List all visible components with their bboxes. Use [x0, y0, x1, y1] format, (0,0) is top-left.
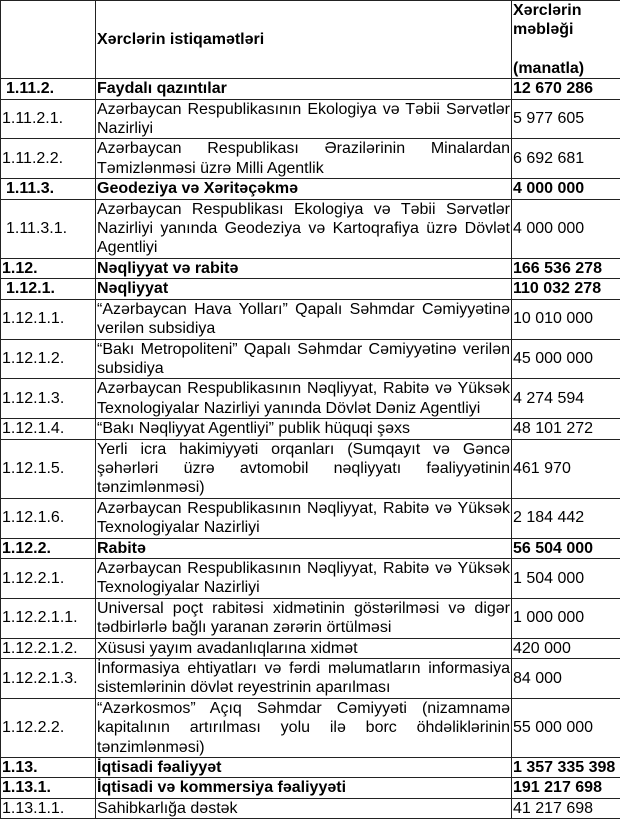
- row-code: 1.12.2.1.2.: [0, 637, 96, 660]
- table-row: 1.11.3. Geodeziya və Xəritəçəkmə 4 000 000: [0, 178, 620, 200]
- table-row: 1.11.3.1. Azərbaycan Respublikası Ekologi…: [0, 198, 620, 259]
- table-row: 1.12.1.1. “Azərbaycan Hava Yolları” Qapal…: [0, 298, 620, 340]
- table-row: 1.12.1.6. Azərbaycan Respublikasının Nəql…: [0, 497, 620, 539]
- table-row: 1.11.2.2. Azərbaycan Respublikası Ərazilə…: [0, 138, 620, 180]
- table-row: 1.11.2. Faydalı qazıntılar 12 670 286: [0, 78, 620, 100]
- row-amount: 420 000: [511, 637, 620, 660]
- row-label: “Azərkosmos” Açıq Səhmdar Cəmiyyəti (niz…: [95, 697, 512, 759]
- row-code: 1.11.3.: [0, 178, 96, 200]
- row-label: Xüsusi yayım avadanlıqlarına xidmət: [95, 637, 512, 660]
- row-amount: 10 010 000: [511, 298, 620, 340]
- row-amount: 191 217 698: [511, 777, 620, 799]
- row-code: 1.12.1.4.: [0, 418, 96, 440]
- row-label: “Bakı Metropoliteni” Qapalı Səhmdar Cəmi…: [95, 338, 512, 380]
- row-label: İqtisadi və kommersiya fəaliyyəti: [95, 777, 512, 799]
- row-amount: 55 000 000: [511, 697, 620, 759]
- table-row: 1.12.1.4. “Bakı Nəqliyyat Agentliyi” publ…: [0, 418, 620, 440]
- table-row: 1.12.2.1.1. Universal poçt rabitəsi xidmə…: [0, 597, 620, 639]
- header-amount-line1: Xərclərin: [513, 2, 582, 19]
- row-amount: 4 000 000: [511, 198, 620, 259]
- row-amount: 5 977 605: [511, 98, 620, 140]
- row-code: 1.12.1.3.: [0, 378, 96, 420]
- row-amount: 6 692 681: [511, 138, 620, 180]
- table-row: 1.11.2.1. Azərbaycan Respublikasının Ekol…: [0, 98, 620, 140]
- row-code: 1.12.2.1.3.: [0, 658, 96, 699]
- row-label: Sahibkarlığa dəstək: [95, 797, 512, 820]
- table-row: 1.12. Nəqliyyat və rabitə 166 536 278: [0, 257, 620, 280]
- row-amount: 4 274 594: [511, 378, 620, 420]
- row-label: Azərbaycan Respublikası Ərazilərinin Min…: [95, 138, 512, 180]
- header-code: [0, 0, 96, 80]
- row-label: Azərbaycan Respublikası Ekologiya və Təb…: [95, 198, 512, 259]
- row-label: Rabitə: [95, 537, 512, 559]
- header-label: Xərclərin istiqamətləri: [95, 0, 512, 80]
- row-code: 1.12.2.1.1.: [0, 597, 96, 639]
- row-amount: 166 536 278: [511, 257, 620, 280]
- row-amount: 1 357 335 398: [511, 757, 620, 779]
- row-code: 1.11.3.1.: [0, 198, 96, 259]
- row-amount: 1 000 000: [511, 597, 620, 639]
- row-label: Universal poçt rabitəsi xidmətinin göstə…: [95, 597, 512, 639]
- table-row: 1.13. İqtisadi fəaliyyət 1 357 335 398: [0, 757, 620, 779]
- row-amount: 461 970: [511, 438, 620, 499]
- row-amount: 45 000 000: [511, 338, 620, 380]
- row-code: 1.13.: [0, 757, 96, 779]
- row-code: 1.12.1.2.: [0, 338, 96, 380]
- row-amount: 56 504 000: [511, 537, 620, 559]
- table-row: 1.12.1.5. Yerli icra hakimiyyəti orqanlar…: [0, 438, 620, 499]
- row-label: İqtisadi fəaliyyət: [95, 757, 512, 779]
- row-amount: 2 184 442: [511, 497, 620, 539]
- table-row: 1.12.1.2. “Bakı Metropoliteni” Qapalı Səh…: [0, 338, 620, 380]
- header-amount-line3: (manatla): [513, 59, 585, 77]
- row-label: Nəqliyyat: [95, 278, 512, 300]
- header-amount: Xərclərin məbləği (manatla): [511, 0, 620, 80]
- row-code: 1.12.2.2.: [0, 697, 96, 759]
- table-row: 1.12.1. Nəqliyyat 110 032 278: [0, 278, 620, 300]
- table-body: 1.11.2. Faydalı qazıntılar 12 670 286 1.11.…: [0, 78, 620, 820]
- table-row: 1.12.2.1. Azərbaycan Respublikasının Nəql…: [0, 557, 620, 599]
- table-row: 1.12.2.2. “Azərkosmos” Açıq Səhmdar Cəmiy…: [0, 697, 620, 759]
- row-label: Azərbaycan Respublikasının Nəqliyyat, Ra…: [95, 378, 512, 420]
- table-header-row: Xərclərin istiqamətləri Xərclərin məbləğ…: [0, 0, 620, 80]
- row-code: 1.13.1.1.: [0, 797, 96, 820]
- row-code: 1.12.1.5.: [0, 438, 96, 499]
- row-label: Yerli icra hakimiyyəti orqanları (Sumqay…: [95, 438, 512, 499]
- row-amount: 41 217 698: [511, 797, 620, 820]
- row-code: 1.11.2.1.: [0, 98, 96, 140]
- row-amount: 110 032 278: [511, 278, 620, 300]
- row-label: Azərbaycan Respublikasının Nəqliyyat, Ra…: [95, 497, 512, 539]
- row-code: 1.12.1.6.: [0, 497, 96, 539]
- row-label: Azərbaycan Respublikasının Ekologiya və …: [95, 98, 512, 140]
- table-row: 1.13.1.1. Sahibkarlığa dəstək 41 217 698: [0, 797, 620, 820]
- row-code: 1.12.2.1.: [0, 557, 96, 599]
- row-label: “Bakı Nəqliyyat Agentliyi” publik hüquqi…: [95, 418, 512, 440]
- table-row: 1.12.1.3. Azərbaycan Respublikasının Nəql…: [0, 378, 620, 420]
- row-code: 1.12.1.: [0, 278, 96, 300]
- row-code: 1.11.2.2.: [0, 138, 96, 180]
- row-amount: 1 504 000: [511, 557, 620, 599]
- table-row: 1.13.1. İqtisadi və kommersiya fəaliyyəti…: [0, 777, 620, 799]
- row-label: İnformasiya ehtiyatları və fərdi məlumat…: [95, 658, 512, 699]
- row-label: Geodeziya və Xəritəçəkmə: [95, 178, 512, 200]
- row-code: 1.12.1.1.: [0, 298, 96, 340]
- row-code: 1.12.: [0, 257, 96, 280]
- row-label: Faydalı qazıntılar: [95, 78, 512, 100]
- table-row: 1.12.2.1.2. Xüsusi yayım avadanlıqlarına …: [0, 637, 620, 660]
- row-amount: 12 670 286: [511, 78, 620, 100]
- row-amount: 4 000 000: [511, 178, 620, 200]
- table-row: 1.12.2. Rabitə 56 504 000: [0, 537, 620, 559]
- row-code: 1.11.2.: [0, 78, 96, 100]
- row-label: “Azərbaycan Hava Yolları” Qapalı Səhmdar…: [95, 298, 512, 340]
- header-amount-line2: məbləği: [513, 21, 574, 39]
- row-label: Azərbaycan Respublikasının Nəqliyyat, Ra…: [95, 557, 512, 599]
- row-code: 1.12.2.: [0, 537, 96, 559]
- row-code: 1.13.1.: [0, 777, 96, 799]
- table-row: 1.12.2.1.3. İnformasiya ehtiyatları və fə…: [0, 658, 620, 699]
- row-amount: 48 101 272: [511, 418, 620, 440]
- row-label: Nəqliyyat və rabitə: [95, 257, 512, 280]
- row-amount: 84 000: [511, 658, 620, 699]
